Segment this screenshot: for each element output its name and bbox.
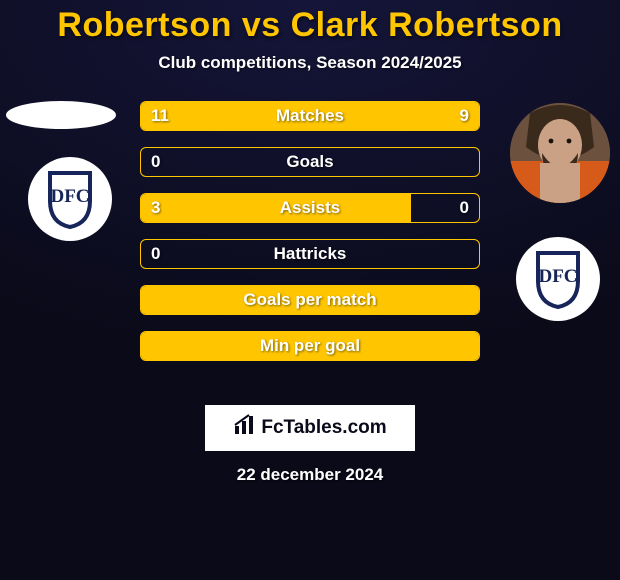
date-text: 22 december 2024 <box>0 465 620 485</box>
stat-row: Matches11 9 <box>140 101 480 131</box>
comparison-arena: DFC DFC Matches119Goals0Assists30Hattric… <box>0 101 620 397</box>
stat-bars: Matches119Goals0Assists30Hattricks0Goals… <box>140 101 480 377</box>
bar-value-right: 9 <box>450 102 479 130</box>
player-right-avatar <box>510 103 610 203</box>
subtitle: Club competitions, Season 2024/2025 <box>0 53 620 73</box>
club-crest-icon: DFC <box>526 247 590 311</box>
stat-row: Goals0 <box>140 147 480 177</box>
fctables-text: FcTables.com <box>261 417 386 439</box>
stat-row: Min per goal <box>140 331 480 361</box>
stat-row: Goals per match <box>140 285 480 315</box>
player-right-club-badge: DFC <box>516 237 600 321</box>
bar-label: Assists <box>141 194 479 222</box>
infographic-root: Robertson vs Clark Robertson Club compet… <box>0 0 620 580</box>
svg-text:DFC: DFC <box>538 266 577 287</box>
stat-row: Hattricks0 <box>140 239 480 269</box>
bar-label: Goals per match <box>141 286 479 314</box>
bar-value-right: 0 <box>450 194 479 222</box>
bar-label: Goals <box>141 148 479 176</box>
stat-row: Assists3 0 <box>140 193 480 223</box>
player-left-avatar <box>6 101 116 129</box>
club-crest-icon: DFC <box>38 167 102 231</box>
face-icon <box>510 103 610 203</box>
bar-value-left: 0 <box>141 240 170 268</box>
bar-value-left: 0 <box>141 148 170 176</box>
fctables-badge: FcTables.com <box>205 405 415 451</box>
page-title: Robertson vs Clark Robertson <box>0 0 620 45</box>
bar-label: Min per goal <box>141 332 479 360</box>
bar-label: Hattricks <box>141 240 479 268</box>
bar-label: Matches <box>141 102 479 130</box>
svg-text:DFC: DFC <box>50 186 89 207</box>
player-left-club-badge: DFC <box>28 157 112 241</box>
bar-value-left: 11 <box>141 102 179 130</box>
fctables-logo-icon <box>233 414 255 442</box>
bar-value-left: 3 <box>141 194 170 222</box>
